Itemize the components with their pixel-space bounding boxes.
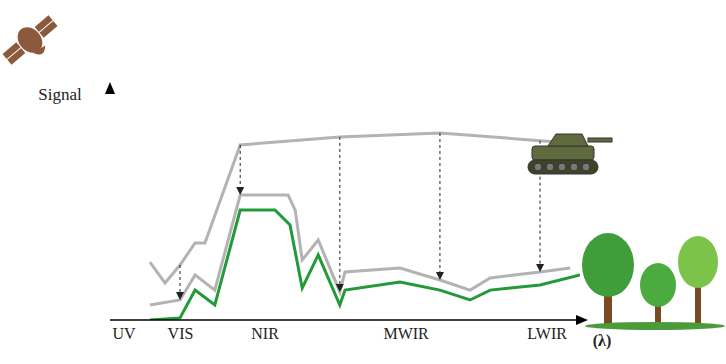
svg-text:MWIR: MWIR bbox=[383, 325, 429, 342]
svg-text:VIS: VIS bbox=[168, 325, 194, 342]
svg-text:Signal: Signal bbox=[38, 85, 82, 104]
svg-text:LWIR: LWIR bbox=[527, 325, 567, 342]
svg-text:(λ): (λ) bbox=[593, 332, 612, 350]
svg-text:UV: UV bbox=[113, 325, 137, 342]
svg-text:NIR: NIR bbox=[251, 325, 279, 342]
